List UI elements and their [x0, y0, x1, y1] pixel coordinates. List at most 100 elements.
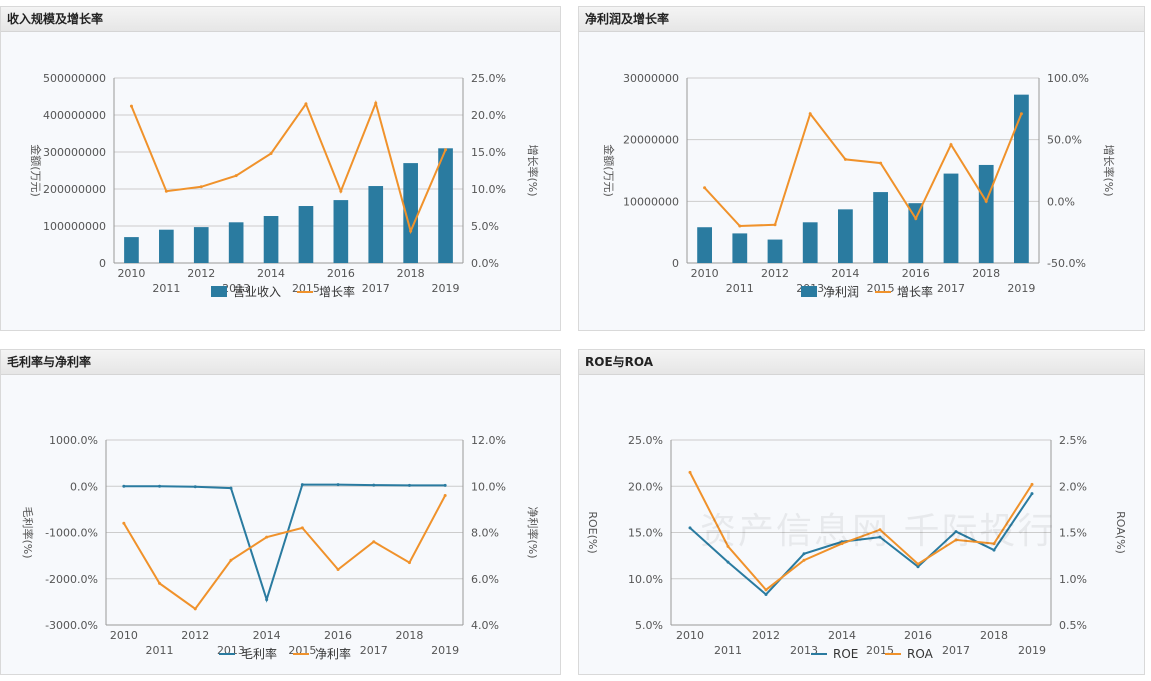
point-2017 [372, 483, 376, 487]
bar-2013 [802, 222, 818, 263]
point-2019 [1019, 112, 1023, 116]
x-tick-label: 2017 [942, 644, 970, 657]
x-tick-label: 2012 [181, 629, 209, 642]
left-axis-title: 金额(万元) [602, 144, 616, 197]
x-tick-label: 2010 [691, 267, 719, 280]
x-tick-label: 2019 [432, 282, 460, 295]
point-2019 [443, 494, 447, 497]
point-2018 [992, 542, 996, 546]
point-2012 [764, 592, 768, 596]
point-2014 [265, 598, 269, 602]
panel-title: 毛利率与净利率 [1, 350, 560, 375]
right-tick-label: 20.0% [471, 109, 506, 122]
point-2013 [802, 558, 806, 562]
right-tick-label: 12.0% [471, 434, 506, 447]
point-2011 [164, 189, 168, 193]
left-tick-label: 0.0% [70, 480, 98, 493]
right-tick-label: 5.0% [471, 220, 499, 233]
right-tick-label: 10.0% [471, 480, 506, 493]
x-tick-label: 2019 [431, 644, 459, 657]
point-2017 [954, 538, 958, 542]
bar-2015 [298, 206, 314, 263]
point-2013 [234, 174, 238, 178]
left-tick-label: 15.0% [628, 527, 663, 540]
bar-2014 [838, 209, 853, 263]
bar-2019 [438, 148, 453, 263]
left-tick-label: 500000000 [43, 72, 106, 85]
point-2016 [916, 562, 920, 566]
point-2012 [199, 185, 203, 189]
x-tick-label: 2011 [714, 644, 742, 657]
panel-profit: 净利润及增长率 0 10000000 20000000 30000000 -50.0% 0… [578, 6, 1145, 331]
x-tick-label: 2016 [327, 267, 355, 280]
x-tick-label: 2017 [937, 282, 965, 295]
series-line-毛利率 [123, 483, 446, 603]
legend-label: 增长率 [897, 284, 933, 299]
x-tick-label: 2018 [397, 267, 425, 280]
x-tick-label: 2016 [902, 267, 930, 280]
panel-roe: ROE与ROA 5.0% 10.0% 15.0% 20.0% 25.0% 0.5% 1.0%… [578, 349, 1145, 675]
left-tick-label: 25.0% [628, 434, 663, 447]
point-2018 [984, 199, 988, 203]
x-tick-label: 2014 [253, 629, 281, 642]
point-2014 [265, 535, 269, 539]
right-axis-title: ROA(%) [1114, 511, 1127, 554]
point-2015 [300, 483, 304, 487]
right-tick-label: 0.0% [1047, 195, 1075, 208]
right-tick-label: 6.0% [471, 573, 499, 586]
x-tick-label: 2012 [752, 629, 780, 642]
left-tick-label: 1000.0% [49, 434, 98, 447]
point-2012 [773, 223, 777, 227]
point-2011 [158, 581, 162, 585]
bar-2010 [697, 227, 712, 263]
left-tick-label: 0 [99, 257, 106, 270]
x-tick-label: 2015 [288, 644, 316, 657]
point-2016 [914, 217, 918, 221]
bar-2010 [124, 237, 139, 263]
x-tick-label: 2011 [146, 644, 174, 657]
series-line-净利率 [122, 495, 447, 611]
left-tick-label: 10.0% [628, 573, 663, 586]
left-tick-label: 20000000 [623, 134, 679, 147]
left-tick-label: -3000.0% [45, 619, 98, 632]
point-2011 [738, 224, 742, 228]
right-tick-label: 0.5% [1059, 619, 1087, 632]
x-tick-label: 2011 [726, 282, 754, 295]
point-2010 [703, 186, 707, 190]
left-axis-title: 毛利率(%) [21, 506, 35, 558]
panel-margins: 毛利率与净利率 -3000.0% -2000.0% -1000.0% 0.0% 1000… [0, 349, 561, 675]
point-2017 [374, 101, 378, 105]
point-2011 [726, 560, 730, 564]
bar-2011 [159, 229, 174, 263]
left-tick-label: 5.0% [635, 619, 663, 632]
x-tick-label: 2012 [761, 267, 789, 280]
x-tick-label: 2015 [292, 282, 320, 295]
point-2010 [688, 470, 692, 474]
margins-chart: -3000.0% -2000.0% -1000.0% 0.0% 1000.0% 4.0% 6… [21, 434, 540, 661]
series-line-增长率 [703, 111, 1023, 228]
x-tick-label: 2013 [790, 644, 818, 657]
point-2017 [954, 530, 958, 534]
x-tick-label: 2014 [257, 267, 285, 280]
bar-2015 [873, 192, 888, 263]
point-2012 [764, 588, 768, 592]
left-tick-label: 200000000 [43, 183, 106, 196]
right-tick-label: 8.0% [471, 527, 499, 540]
left-tick-label: -1000.0% [45, 527, 98, 540]
point-2010 [122, 484, 126, 488]
right-tick-label: 0.0% [471, 257, 499, 270]
point-2016 [336, 568, 340, 571]
bar-2018 [978, 164, 994, 263]
point-2010 [129, 104, 133, 108]
left-tick-label: 400000000 [43, 109, 106, 122]
point-2014 [269, 151, 273, 155]
point-2013 [229, 486, 233, 490]
x-tick-label: 2018 [395, 629, 423, 642]
right-tick-label: 50.0% [1047, 134, 1082, 147]
revenue-chart: 0 100000000 200000000 300000000 400000000 500… [29, 72, 540, 299]
point-2017 [372, 540, 376, 544]
right-tick-label: 15.0% [471, 146, 506, 159]
point-2018 [407, 561, 411, 565]
left-tick-label: 100000000 [43, 220, 106, 233]
point-2019 [1030, 492, 1034, 496]
